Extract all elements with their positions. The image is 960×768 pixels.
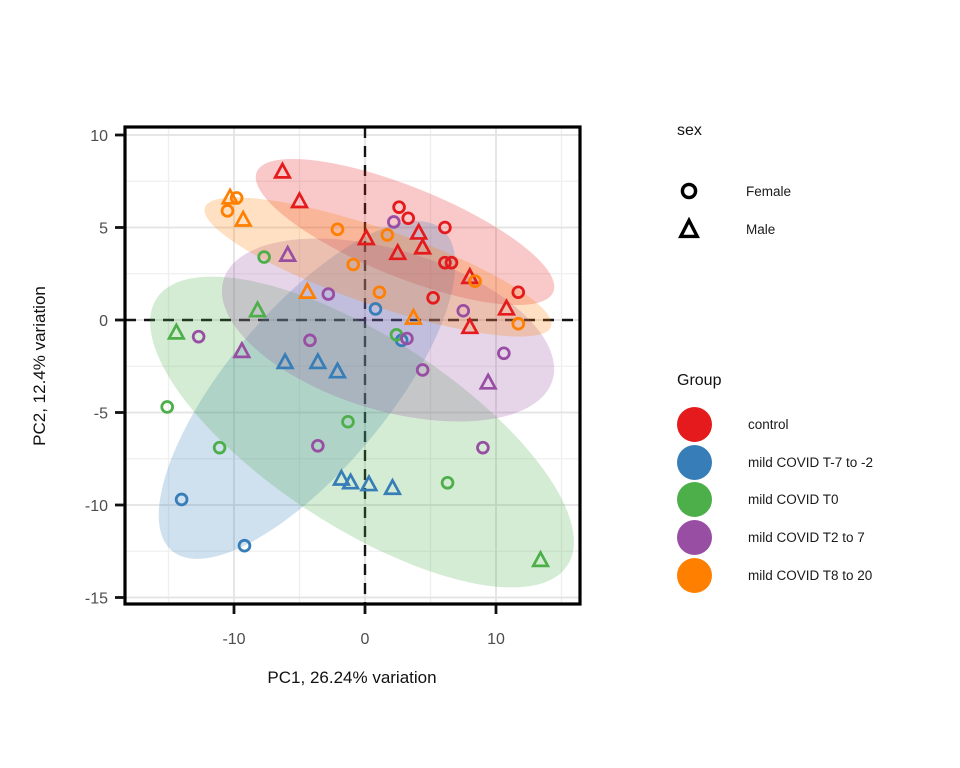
- ellipse-mild-covid-t8-to-20: [204, 197, 552, 337]
- legend-item-control: control: [677, 406, 873, 444]
- axis-ticks: -10 0 10 10 5 0 -5 -10 -15: [85, 128, 505, 648]
- y-tick-label: 10: [90, 128, 108, 145]
- legend-item-male: Male: [677, 210, 791, 248]
- series-mild-covid-t-7-to--2: [174, 302, 409, 553]
- series-mild-covid-t0: [160, 250, 551, 568]
- t0-color-swatch: [677, 482, 712, 518]
- y-tick-label: -15: [85, 591, 108, 608]
- series-mild-covid-t8-to-20: [220, 187, 526, 331]
- y-axis-title: PC2, 12.4% variation: [30, 286, 49, 446]
- legend-label-t0: mild COVID T0: [748, 492, 839, 508]
- series-mild-covid-t2-to-7: [191, 215, 511, 455]
- data-points: [160, 161, 551, 568]
- legend-group: Group control mild COVID T-7 to -2 mild …: [677, 372, 873, 594]
- t8-to-20-color-swatch: [677, 557, 712, 593]
- x-axis-title: PC1, 26.24% variation: [267, 668, 436, 687]
- legend-label-male: Male: [746, 221, 776, 237]
- legend-label-t2-to-7: mild COVID T2 to 7: [748, 530, 865, 546]
- legend-item-mild-covid-t0: mild COVID T0: [677, 481, 873, 519]
- legend-sex-rows: Female Male: [677, 172, 791, 248]
- plot-panel: [125, 127, 580, 604]
- y-tick-label: -10: [85, 498, 108, 515]
- legend-label-t8-to-20: mild COVID T8 to 20: [748, 567, 873, 583]
- male-triangle-icon: [677, 217, 715, 241]
- legend-item-female: Female: [677, 172, 791, 210]
- t-7-to-2-color-swatch: [677, 444, 712, 480]
- legend-sex: sex Female Male: [677, 122, 791, 248]
- t2-to-7-color-swatch: [677, 520, 712, 556]
- y-tick-label: 5: [99, 221, 108, 238]
- legend-item-mild-covid-t8-to-20: mild COVID T8 to 20: [677, 556, 873, 594]
- legend-label-control: control: [748, 417, 789, 433]
- legend-group-rows: control mild COVID T-7 to -2 mild COVID …: [677, 406, 873, 594]
- legend-sex-title: sex: [677, 122, 702, 139]
- legend-item-mild-covid-t2-to-7: mild COVID T2 to 7: [677, 519, 873, 557]
- x-tick-label: -10: [222, 631, 245, 648]
- y-tick-label: 0: [99, 313, 108, 330]
- female-circle-icon: [677, 179, 715, 203]
- ellipse-mild-covid-t0: [150, 276, 574, 588]
- legend-label-t-7-to-2: mild COVID T-7 to -2: [748, 454, 874, 470]
- zero-lines: [125, 127, 580, 604]
- x-tick-label: 10: [487, 631, 505, 648]
- panel-border: [123, 125, 582, 606]
- x-tick-label: 0: [361, 631, 370, 648]
- ellipse-control: [255, 158, 555, 306]
- legend-group-title: Group: [677, 372, 722, 389]
- y-tick-label: -5: [94, 406, 108, 423]
- legend-item-mild-covid-t-7-to-2: mild COVID T-7 to -2: [677, 444, 873, 482]
- legend-label-female: Female: [746, 183, 792, 199]
- control-color-swatch: [677, 407, 712, 443]
